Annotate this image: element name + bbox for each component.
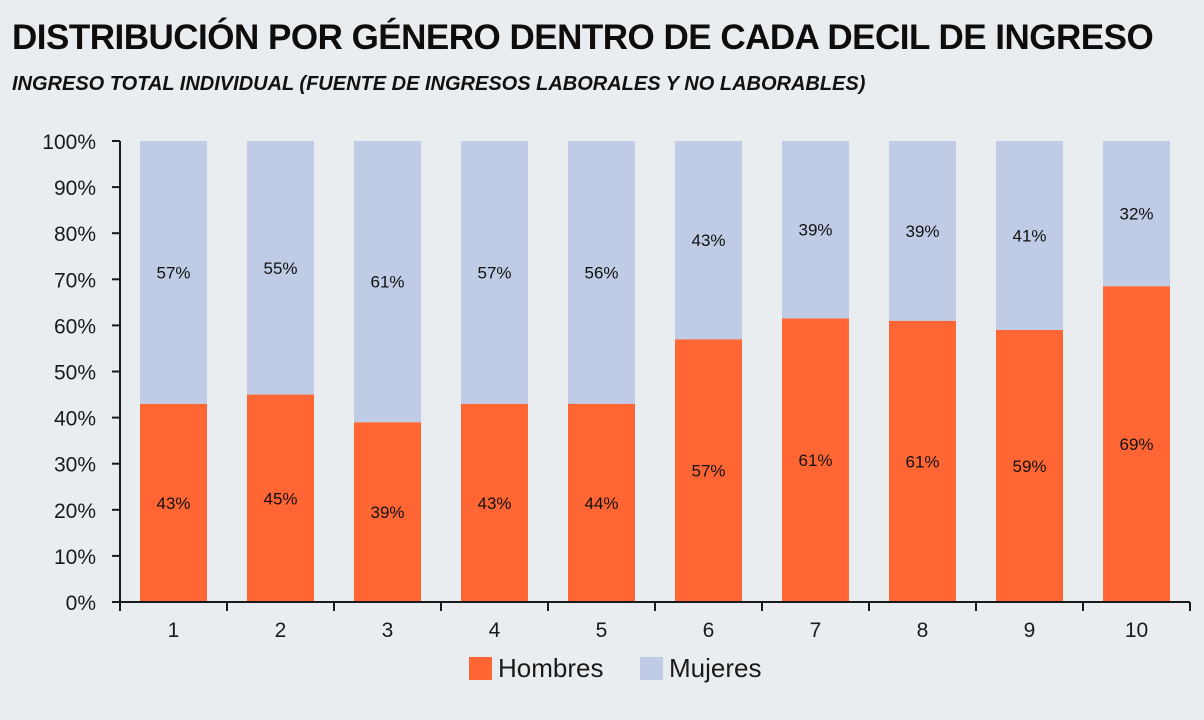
bar-mujeres-decil-2 bbox=[247, 141, 314, 395]
data-label-mujeres-decil-10: 32% bbox=[1119, 205, 1153, 224]
bar-hombres-decil-5 bbox=[568, 403, 635, 602]
x-tick-label-decil-1: 1 bbox=[168, 619, 180, 642]
x-tick-label-decil-3: 3 bbox=[382, 619, 394, 642]
data-label-hombres-decil-3: 39% bbox=[370, 503, 404, 522]
y-tick-label-10: 10% bbox=[54, 546, 96, 569]
bar-mujeres-decil-4 bbox=[461, 141, 528, 404]
bar-hombres-decil-2 bbox=[247, 394, 314, 602]
bar-hombres-decil-9 bbox=[996, 330, 1063, 602]
y-tick-label-70: 70% bbox=[54, 269, 96, 292]
bar-mujeres-decil-7 bbox=[782, 141, 849, 319]
data-label-mujeres-decil-3: 61% bbox=[370, 273, 404, 292]
bar-hombres-decil-8 bbox=[889, 320, 956, 602]
chart-subtitle: INGRESO TOTAL INDIVIDUAL (FUENTE DE INGR… bbox=[12, 73, 866, 95]
x-tick-label-decil-2: 2 bbox=[275, 619, 287, 642]
data-label-hombres-decil-9: 59% bbox=[1012, 457, 1046, 476]
bar-hombres-decil-10 bbox=[1103, 286, 1170, 602]
bar-mujeres-decil-6 bbox=[675, 141, 742, 340]
legend-label-hombres: Hombres bbox=[498, 653, 603, 683]
data-label-mujeres-decil-1: 57% bbox=[156, 263, 190, 282]
data-label-hombres-decil-4: 43% bbox=[477, 494, 511, 513]
x-tick-label-decil-5: 5 bbox=[596, 619, 608, 642]
bar-mujeres-decil-8 bbox=[889, 141, 956, 321]
data-label-mujeres-decil-5: 56% bbox=[584, 263, 618, 282]
bar-mujeres-decil-9 bbox=[996, 141, 1063, 331]
y-tick-label-90: 90% bbox=[54, 177, 96, 200]
data-label-mujeres-decil-7: 39% bbox=[798, 221, 832, 240]
x-tick-label-decil-9: 9 bbox=[1024, 619, 1036, 642]
bar-hombres-decil-6 bbox=[675, 339, 742, 602]
data-label-mujeres-decil-4: 57% bbox=[477, 263, 511, 282]
data-label-mujeres-decil-2: 55% bbox=[263, 259, 297, 278]
y-tick-label-30: 30% bbox=[54, 454, 96, 477]
y-tick-label-100: 100% bbox=[42, 131, 96, 154]
legend-swatch-hombres bbox=[469, 657, 492, 680]
bar-hombres-decil-1 bbox=[140, 403, 207, 602]
data-label-hombres-decil-6: 57% bbox=[691, 462, 725, 481]
bar-mujeres-decil-3 bbox=[354, 141, 421, 423]
y-tick-label-80: 80% bbox=[54, 223, 96, 246]
chart-title: DISTRIBUCIÓN POR GÉNERO DENTRO DE CADA D… bbox=[12, 18, 1154, 57]
bar-mujeres-decil-10 bbox=[1103, 141, 1170, 287]
y-tick-label-0: 0% bbox=[66, 592, 96, 615]
y-tick-label-50: 50% bbox=[54, 362, 96, 385]
data-label-hombres-decil-10: 69% bbox=[1119, 435, 1153, 454]
y-tick-label-60: 60% bbox=[54, 315, 96, 338]
data-label-hombres-decil-5: 44% bbox=[584, 494, 618, 513]
x-tick-label-decil-7: 7 bbox=[810, 619, 822, 642]
bar-hombres-decil-3 bbox=[354, 422, 421, 602]
x-tick-label-decil-8: 8 bbox=[917, 619, 929, 642]
data-label-hombres-decil-8: 61% bbox=[905, 452, 939, 471]
data-label-hombres-decil-1: 43% bbox=[156, 494, 190, 513]
legend-label-mujeres: Mujeres bbox=[669, 653, 761, 683]
y-tick-label-20: 20% bbox=[54, 500, 96, 523]
bar-hombres-decil-4 bbox=[461, 403, 528, 602]
x-tick-label-decil-4: 4 bbox=[489, 619, 501, 642]
x-tick-label-decil-6: 6 bbox=[703, 619, 715, 642]
bar-hombres-decil-7 bbox=[782, 318, 849, 602]
data-label-hombres-decil-7: 61% bbox=[798, 451, 832, 470]
data-label-hombres-decil-2: 45% bbox=[263, 489, 297, 508]
bar-mujeres-decil-1 bbox=[140, 141, 207, 404]
y-tick-label-40: 40% bbox=[54, 408, 96, 431]
x-tick-label-decil-10: 10 bbox=[1125, 619, 1148, 642]
legend-swatch-mujeres bbox=[640, 657, 663, 680]
data-label-mujeres-decil-6: 43% bbox=[691, 231, 725, 250]
data-label-mujeres-decil-8: 39% bbox=[905, 222, 939, 241]
data-label-mujeres-decil-9: 41% bbox=[1012, 227, 1046, 246]
bar-mujeres-decil-5 bbox=[568, 141, 635, 404]
